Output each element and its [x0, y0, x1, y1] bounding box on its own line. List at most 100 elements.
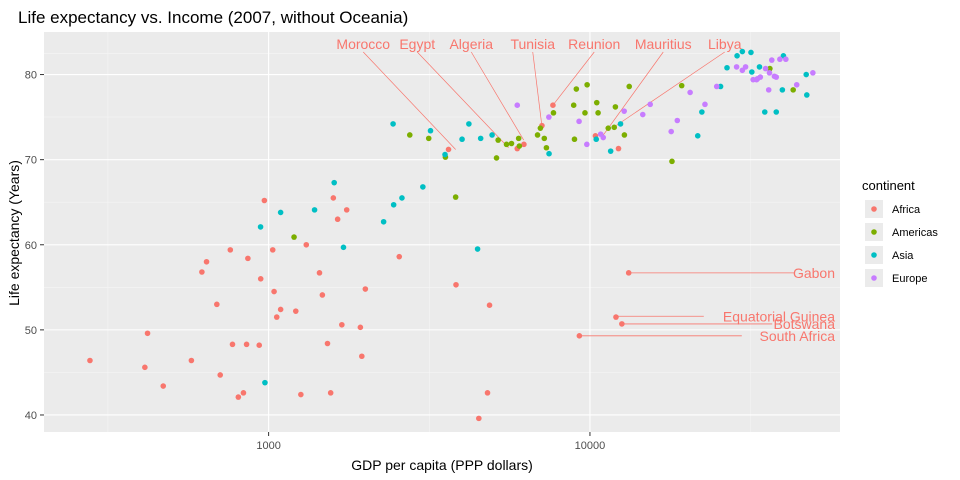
- data-point-americas: [626, 83, 633, 90]
- annotation-leader: [416, 51, 509, 148]
- data-point-asia: [546, 150, 552, 157]
- data-point-africa: [87, 357, 93, 364]
- data-point-africa: [625, 270, 632, 276]
- data-point-europe: [584, 141, 590, 148]
- data-point-americas: [493, 155, 500, 161]
- legend-title: continent: [862, 178, 915, 193]
- data-point-europe: [639, 111, 646, 118]
- data-point-africa: [203, 258, 210, 265]
- chart-title: Life expectancy vs. Income (2007, withou…: [18, 8, 408, 27]
- annotation-leader: [532, 51, 543, 127]
- data-point-americas: [605, 125, 612, 131]
- data-point-asia: [617, 121, 624, 127]
- data-point-africa: [214, 301, 220, 308]
- data-point-asia: [466, 121, 472, 127]
- data-point-asia: [699, 109, 705, 115]
- data-point-europe: [514, 102, 521, 108]
- y-tick-label: 80: [25, 70, 37, 82]
- point-annotations: Morocco Egypt Algeria Tunisia Reunion Mauriti…: [336, 36, 835, 344]
- y-tick-label: 40: [25, 410, 37, 422]
- data-point-americas: [612, 104, 619, 110]
- data-point-europe: [793, 81, 800, 88]
- data-point-africa: [453, 281, 459, 288]
- data-point-europe: [783, 56, 789, 63]
- data-point-europe: [647, 101, 654, 108]
- data-point-europe: [762, 65, 769, 72]
- annotation-leader-lines: [362, 51, 795, 337]
- data-point-africa: [261, 197, 268, 204]
- legend-key-point: [871, 229, 877, 235]
- grid-lines: [44, 32, 840, 432]
- data-point-americas: [495, 137, 501, 143]
- annotation-label: Libya: [708, 36, 742, 52]
- y-tick-label: 60: [25, 240, 37, 252]
- data-point-asia: [340, 244, 347, 251]
- data-point-americas: [291, 234, 297, 240]
- data-point-africa: [271, 288, 277, 295]
- x-tick-label: 1000: [256, 440, 280, 452]
- data-point-africa: [316, 270, 323, 276]
- legend-label: Asia: [892, 250, 914, 262]
- data-point-americas: [452, 194, 459, 200]
- data-point-europe: [773, 74, 780, 80]
- annotation-label: Gabon: [793, 265, 835, 281]
- data-point-asia: [331, 179, 337, 186]
- data-point-asia: [380, 218, 387, 225]
- data-point-africa: [188, 357, 195, 364]
- annotation-label: South Africa: [760, 328, 836, 344]
- data-point-asia: [756, 64, 763, 70]
- legend: continent Africa Americas Asia Europe: [862, 178, 938, 287]
- data-point-africa: [521, 141, 527, 148]
- data-point-asia: [804, 92, 810, 98]
- data-point-asia: [739, 48, 746, 55]
- data-point-africa: [613, 314, 619, 320]
- data-point-europe: [768, 57, 775, 63]
- annotation-label: Tunisia: [510, 36, 555, 52]
- data-point-africa: [227, 247, 234, 253]
- data-point-asia: [399, 195, 405, 201]
- data-point-europe: [713, 83, 720, 90]
- data-point-americas: [515, 135, 522, 142]
- data-point-africa: [303, 241, 310, 248]
- data-point-asia: [277, 209, 284, 216]
- data-point-europe: [674, 117, 681, 124]
- data-point-europe: [753, 76, 760, 83]
- data-point-americas: [570, 102, 577, 108]
- y-tick-label: 70: [25, 155, 37, 167]
- annotation-leader: [552, 51, 595, 106]
- data-point-africa: [243, 341, 250, 348]
- data-point-americas: [621, 132, 628, 138]
- data-point-africa: [240, 390, 247, 396]
- legend-label: Europe: [892, 273, 927, 285]
- x-axis-title: GDP per capita (PPP dollars): [351, 457, 533, 473]
- data-point-africa: [324, 340, 331, 347]
- data-point-europe: [777, 56, 783, 63]
- data-point-africa: [235, 394, 242, 400]
- data-point-americas: [516, 143, 523, 149]
- data-point-asia: [459, 136, 465, 143]
- data-point-asia: [748, 49, 754, 56]
- data-point-europe: [810, 70, 816, 76]
- legend-key-point: [871, 206, 877, 212]
- annotation-label: Morocco: [336, 36, 390, 52]
- data-point-americas: [595, 110, 601, 116]
- data-point-africa: [486, 302, 493, 308]
- data-point-africa: [619, 321, 625, 327]
- data-point-europe: [742, 64, 749, 70]
- data-point-asia: [593, 136, 600, 143]
- plot-panel: [44, 32, 840, 432]
- data-point-africa: [484, 390, 491, 396]
- data-point-americas: [406, 132, 413, 138]
- data-point-africa: [273, 314, 280, 320]
- data-point-americas: [790, 87, 796, 93]
- annotation-label: Reunion: [568, 36, 620, 52]
- annotation-label: Equatorial Guinea: [723, 308, 835, 324]
- data-point-europe: [576, 118, 582, 125]
- data-point-americas: [611, 124, 618, 131]
- annotation-leader: [615, 51, 725, 126]
- data-points: [87, 48, 816, 422]
- data-point-asia: [262, 379, 268, 386]
- data-point-europe: [546, 114, 552, 120]
- data-point-europe: [733, 64, 740, 70]
- data-point-africa: [160, 383, 167, 389]
